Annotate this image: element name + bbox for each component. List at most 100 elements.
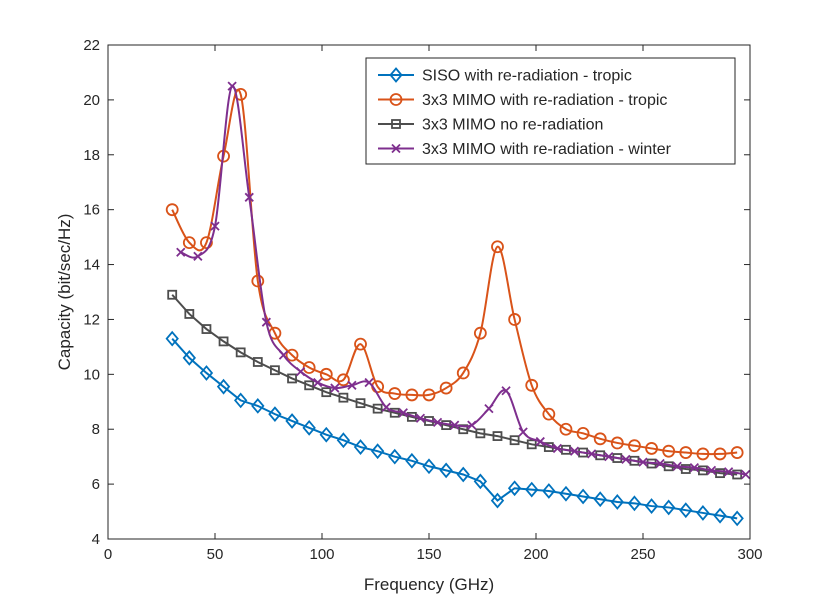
legend-marker [391, 119, 401, 129]
data-point-marker [422, 458, 436, 475]
data-point-marker [336, 373, 350, 387]
data-point-marker [559, 422, 573, 436]
data-point-marker [593, 491, 607, 508]
data-point-marker [508, 313, 521, 326]
series-line [171, 294, 738, 476]
data-point-marker [295, 366, 306, 377]
data-point-marker [234, 392, 248, 409]
data-point-marker [388, 448, 402, 465]
legend-label: SISO with re-radiation - tropic [422, 68, 632, 85]
data-point-marker [353, 439, 368, 455]
data-point-marker [287, 373, 297, 384]
data-point-marker [644, 498, 659, 514]
data-point-marker [467, 420, 477, 430]
data-point-marker [576, 426, 590, 440]
data-point-marker [501, 386, 511, 396]
y-tick-label: 22 [83, 37, 100, 54]
data-point-marker [381, 402, 391, 412]
series-layer [165, 81, 751, 527]
data-point-marker [525, 481, 539, 498]
data-point-marker [542, 483, 556, 499]
data-point-marker [210, 221, 220, 231]
series-diamond [165, 330, 744, 527]
data-point-marker [569, 446, 580, 456]
x-tick-label: 0 [104, 546, 112, 563]
data-point-marker [336, 432, 351, 449]
data-point-marker [338, 392, 349, 403]
data-point-marker [388, 387, 402, 400]
data-point-marker [405, 452, 419, 469]
data-point-marker [696, 447, 710, 461]
x-tick-label: 250 [630, 546, 655, 563]
data-point-marker [542, 407, 556, 421]
data-point-marker [364, 377, 374, 388]
legend-marker [389, 93, 403, 106]
data-point-marker [285, 348, 299, 362]
data-point-marker [252, 357, 263, 367]
data-point-marker [439, 462, 453, 479]
data-point-marker [304, 380, 315, 391]
data-point-marker [313, 377, 323, 388]
data-point-marker [216, 378, 231, 395]
data-point-marker [662, 444, 676, 458]
data-point-marker [176, 247, 186, 257]
legend-label: 3x3 MIMO no re-radiation [422, 117, 603, 134]
data-point-marker [526, 439, 537, 450]
data-point-marker [473, 473, 488, 490]
data-point-marker [319, 426, 333, 443]
data-point-marker [321, 387, 332, 398]
data-point-marker [587, 449, 597, 459]
series-line [171, 89, 738, 456]
data-point-marker [741, 469, 751, 480]
data-point-marker [492, 431, 503, 441]
data-point-marker [638, 457, 648, 467]
data-point-marker [621, 454, 631, 465]
x-tick-label: 150 [416, 546, 441, 563]
data-point-marker [713, 507, 727, 524]
data-point-marker [268, 406, 282, 423]
data-point-marker [278, 350, 289, 360]
data-point-marker [680, 464, 691, 474]
data-point-marker [415, 413, 426, 423]
data-point-marker [370, 443, 385, 460]
data-point-marker [535, 436, 545, 447]
y-tick-label: 6 [92, 476, 100, 493]
y-tick-label: 10 [83, 366, 100, 383]
data-point-marker [723, 467, 734, 477]
data-point-marker [244, 192, 254, 202]
data-point-marker [672, 461, 682, 471]
data-point-marker [167, 289, 178, 300]
y-tick-label: 8 [92, 421, 100, 438]
data-point-marker [261, 317, 271, 327]
data-point-marker [490, 492, 505, 509]
data-point-marker [422, 388, 436, 402]
data-point-marker [593, 432, 607, 446]
data-point-marker [251, 398, 265, 414]
data-point-marker [439, 381, 453, 395]
legend-entry: 3x3 MIMO with re-radiation - winter [378, 141, 672, 158]
x-tick-label: 200 [523, 546, 548, 563]
data-point-marker [473, 326, 487, 340]
legend-entry: 3x3 MIMO with re-radiation - tropic [378, 92, 667, 109]
data-point-marker [456, 466, 470, 483]
data-point-marker [285, 413, 299, 429]
data-point-marker [450, 420, 460, 430]
data-point-marker [398, 408, 408, 418]
y-tick-label: 18 [83, 147, 100, 164]
x-axis-label: Frequency (GHz) [364, 575, 494, 594]
y-tick-label: 14 [83, 257, 100, 274]
data-point-marker [730, 446, 744, 459]
y-tick-label: 12 [83, 311, 100, 328]
data-point-marker [627, 495, 642, 512]
data-point-marker [730, 510, 744, 527]
legend-box [365, 57, 736, 165]
data-point-marker [491, 240, 504, 254]
series-x [176, 81, 751, 480]
data-point-marker [610, 436, 624, 450]
data-point-marker [235, 347, 246, 358]
legend-marker [391, 143, 401, 154]
data-point-marker [610, 494, 624, 510]
data-point-marker [372, 403, 383, 414]
data-point-marker [182, 349, 196, 366]
x-tick-label: 100 [309, 546, 334, 563]
